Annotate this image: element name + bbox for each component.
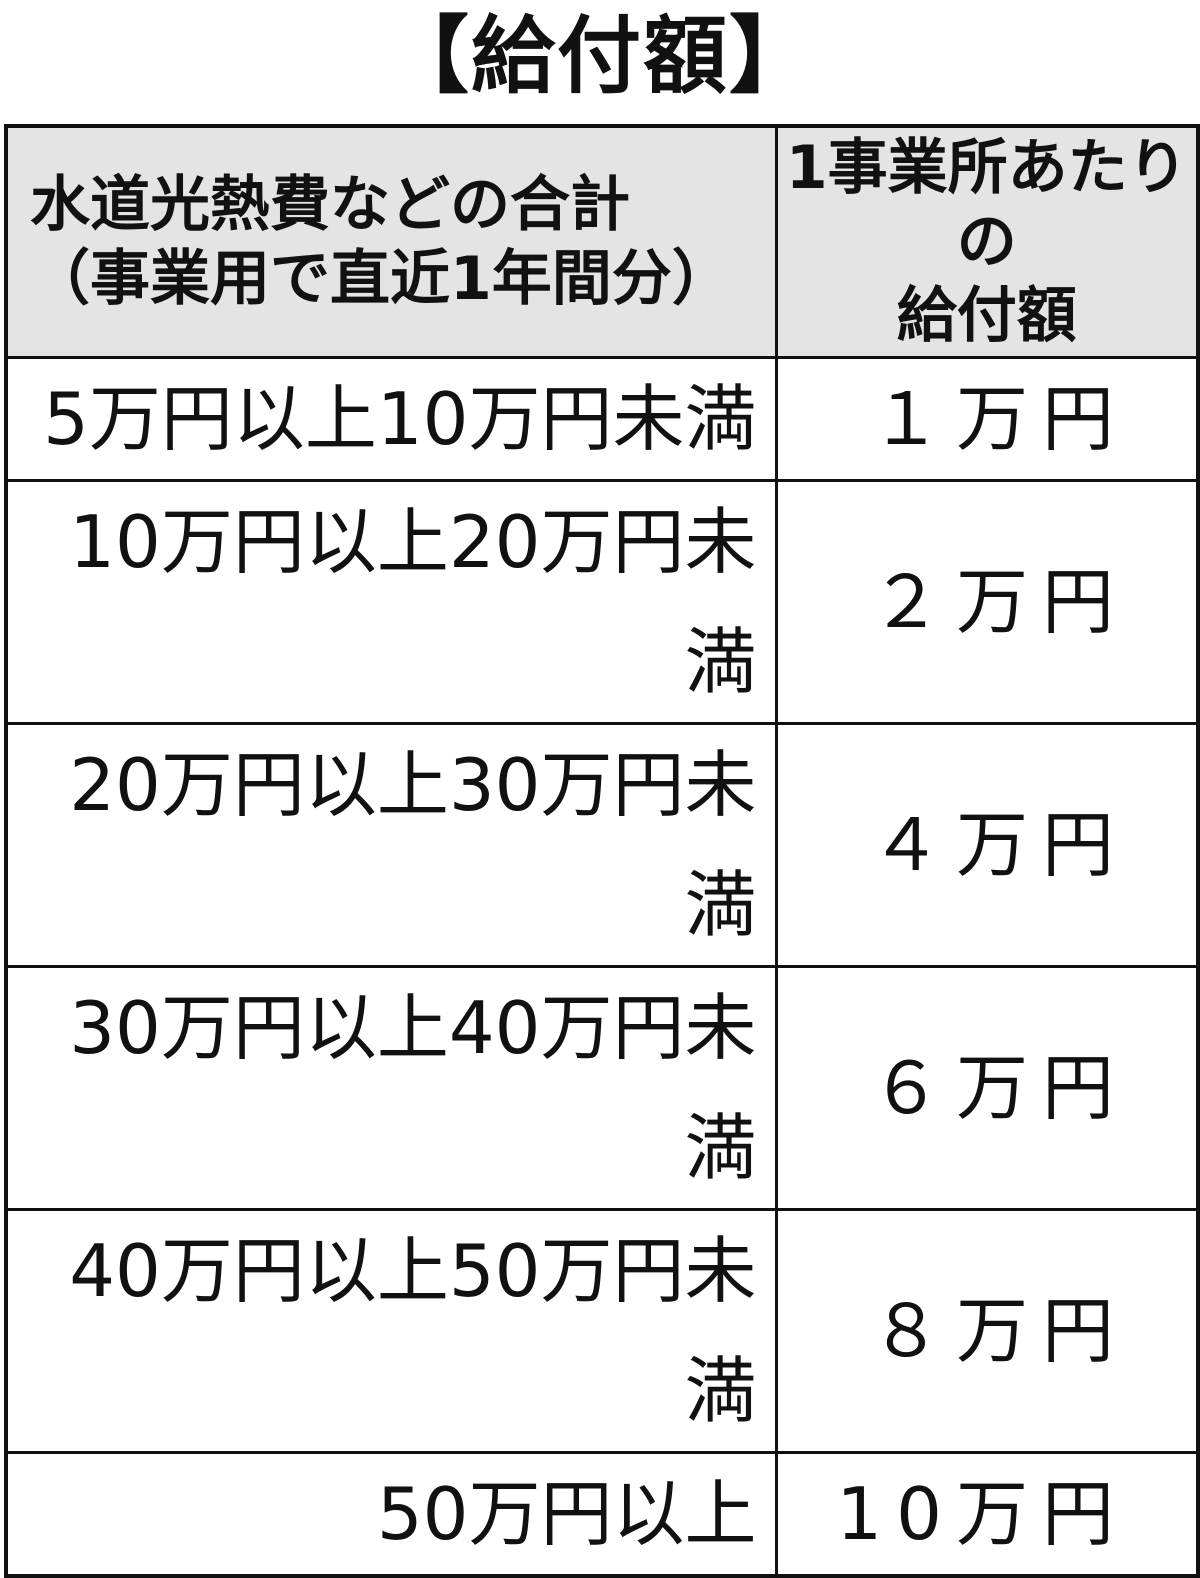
range-cell: 5万円以上10万円未満: [4, 356, 778, 482]
amount-cell: ８万円: [774, 1208, 1200, 1454]
range-cell: 50万円以上: [4, 1451, 778, 1578]
table-row: 10万円以上20万円未満 ２万円: [4, 479, 1200, 725]
table-row: 20万円以上30万円未満 ４万円: [4, 722, 1200, 968]
amount-cell: 10万円: [774, 1451, 1200, 1578]
header-benefit-amount-line2: 給付額: [896, 281, 1077, 351]
header-benefit-amount: 1事業所あたりの 給付額: [774, 124, 1200, 359]
benefit-table: 水道光熱費などの合計 （事業用で直近1年間分） 1事業所あたりの 給付額 5万円…: [4, 124, 1200, 1578]
amount-cell: ２万円: [774, 479, 1200, 725]
table-row: 50万円以上 10万円: [4, 1451, 1200, 1578]
amount-cell: ４万円: [774, 722, 1200, 968]
header-utility-total-line2: （事業用で直近1年間分）: [30, 244, 732, 314]
range-cell: 40万円以上50万円未満: [4, 1208, 778, 1454]
range-cell: 20万円以上30万円未満: [4, 722, 778, 968]
amount-cell: １万円: [774, 356, 1200, 482]
table-header-row: 水道光熱費などの合計 （事業用で直近1年間分） 1事業所あたりの 給付額: [4, 124, 1200, 359]
table-row: 30万円以上40万円未満 ６万円: [4, 965, 1200, 1211]
header-benefit-amount-line1: 1事業所あたりの: [785, 133, 1188, 277]
table-row: 40万円以上50万円未満 ８万円: [4, 1208, 1200, 1454]
header-utility-total: 水道光熱費などの合計 （事業用で直近1年間分）: [4, 124, 778, 359]
range-cell: 10万円以上20万円未満: [4, 479, 778, 725]
page-title: 【給付額】: [384, 7, 815, 105]
amount-cell: ６万円: [774, 965, 1200, 1211]
header-utility-total-line1: 水道光熱費などの合計: [30, 170, 630, 240]
table-row: 5万円以上10万円未満 １万円: [4, 356, 1200, 482]
range-cell: 30万円以上40万円未満: [4, 965, 778, 1211]
